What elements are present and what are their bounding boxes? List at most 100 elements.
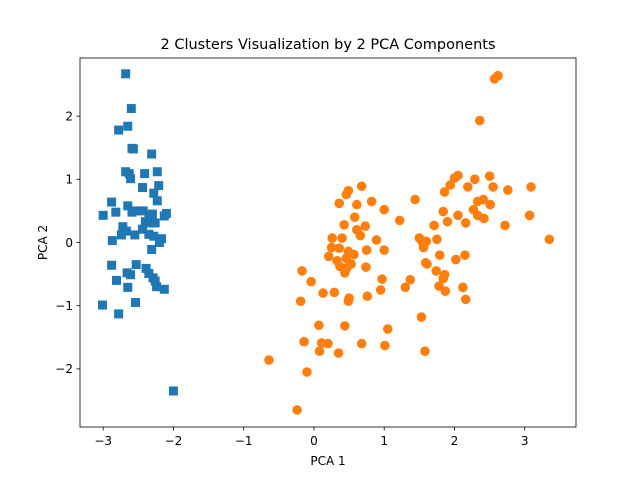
data-point-series-0-15 (107, 197, 117, 207)
data-point-series-1-55 (434, 250, 445, 260)
data-point-series-1-7 (445, 180, 456, 190)
data-point-series-0-21 (131, 206, 140, 216)
data-point-series-0-13 (154, 181, 164, 191)
data-point-series-1-1 (489, 74, 500, 84)
data-point-series-1-33 (460, 218, 471, 228)
data-point-series-0-39 (154, 238, 164, 247)
x-tick-label-5: 2 (451, 434, 459, 448)
data-point-series-0-19 (111, 207, 121, 217)
data-point-series-0-41 (131, 260, 141, 270)
x-tick-label-1: −2 (165, 434, 183, 448)
data-point-series-0-0 (121, 69, 131, 79)
data-point-series-1-29 (524, 210, 535, 221)
data-point-series-1-8 (463, 182, 473, 192)
data-point-series-1-9 (488, 182, 498, 192)
data-point-series-1-25 (438, 206, 449, 217)
data-point-series-1-91 (299, 336, 309, 347)
data-point-series-1-96 (356, 338, 367, 349)
data-point-series-1-83 (362, 291, 373, 302)
data-point-series-1-49 (334, 243, 345, 253)
data-point-series-0-10 (152, 167, 162, 177)
data-point-series-1-34 (500, 220, 510, 231)
data-point-series-1-52 (361, 245, 372, 255)
data-point-series-1-87 (416, 312, 427, 322)
data-point-series-1-28 (479, 213, 489, 224)
data-point-series-0-40 (147, 244, 157, 254)
data-point-series-0-38 (107, 236, 117, 246)
data-point-series-1-73 (405, 274, 416, 285)
data-point-series-1-86 (343, 296, 354, 307)
data-point-series-1-23 (352, 199, 362, 210)
data-point-series-1-47 (544, 234, 555, 245)
data-point-series-0-12 (138, 183, 148, 193)
data-point-series-0-29 (150, 218, 160, 228)
data-point-series-0-8 (124, 169, 134, 179)
data-point-series-0-9 (140, 169, 150, 179)
data-point-series-0-50 (123, 282, 133, 292)
data-point-series-0-2 (114, 125, 124, 135)
data-point-series-1-95 (333, 348, 344, 358)
data-point-series-1-20 (410, 194, 420, 205)
data-point-series-1-10 (503, 185, 513, 195)
data-point-series-1-51 (349, 249, 359, 260)
data-point-series-1-2 (474, 115, 485, 126)
x-axis-label: PCA 1 (310, 454, 345, 468)
data-point-series-0-34 (116, 230, 126, 240)
data-point-series-0-28 (145, 218, 155, 228)
data-point-series-0-43 (141, 263, 151, 273)
data-point-series-0-56 (168, 386, 178, 396)
data-point-series-0-14 (149, 188, 159, 198)
data-point-series-1-78 (440, 286, 451, 296)
data-point-series-0-54 (131, 298, 140, 308)
data-point-series-1-80 (318, 288, 328, 298)
data-point-series-1-11 (526, 182, 536, 192)
y-axis: −2 −1 0 1 2 (55, 109, 80, 376)
data-point-series-1-5 (484, 171, 495, 181)
data-point-series-1-46 (432, 234, 442, 245)
data-point-series-1-26 (453, 210, 463, 221)
data-point-series-1-37 (339, 220, 349, 230)
data-point-series-0-1 (126, 104, 136, 114)
data-point-series-1-64 (361, 262, 371, 272)
data-point-series-0-31 (121, 226, 131, 236)
data-point-series-1-17 (472, 196, 483, 207)
y-axis-label: PCA 2 (36, 225, 50, 260)
data-point-series-1-13 (341, 189, 352, 200)
y-tick-label-0: −2 (55, 362, 73, 376)
data-point-series-1-72 (377, 274, 387, 284)
data-point-series-1-65 (340, 268, 350, 278)
data-point-series-1-93 (323, 338, 333, 349)
data-point-series-1-56 (460, 250, 470, 260)
data-point-series-0-55 (114, 309, 124, 319)
data-point-series-1-15 (439, 187, 450, 197)
y-tick-label-2: 0 (65, 236, 73, 250)
data-point-series-0-48 (150, 276, 160, 286)
data-point-series-1-90 (382, 324, 393, 334)
data-point-series-0-51 (152, 282, 162, 292)
data-point-series-1-67 (422, 259, 432, 269)
data-point-series-1-22 (334, 198, 345, 209)
data-point-series-1-74 (375, 285, 386, 295)
data-point-series-1-54 (418, 242, 429, 253)
data-point-series-1-70 (438, 273, 449, 284)
data-point-series-0-53 (97, 300, 107, 310)
data-point-series-1-57 (451, 254, 461, 265)
data-point-series-1-32 (442, 216, 453, 227)
data-point-series-0-16 (123, 201, 133, 211)
data-point-series-1-77 (458, 282, 468, 293)
y-tick-label-3: 1 (65, 173, 73, 187)
data-point-series-1-39 (355, 230, 366, 241)
data-point-series-1-6 (470, 174, 480, 185)
data-point-series-0-6 (147, 149, 157, 159)
data-point-series-1-88 (314, 320, 324, 331)
data-point-series-0-35 (130, 230, 140, 240)
chart-title: 2 Clusters Visualization by 2 PCA Compon… (160, 37, 495, 53)
data-point-series-1-75 (400, 282, 411, 293)
data-point-series-1-100 (302, 367, 312, 377)
data-point-series-1-63 (346, 259, 356, 269)
data-point-series-0-32 (138, 224, 148, 234)
plot-marks (97, 69, 555, 415)
data-point-series-1-84 (460, 294, 471, 305)
